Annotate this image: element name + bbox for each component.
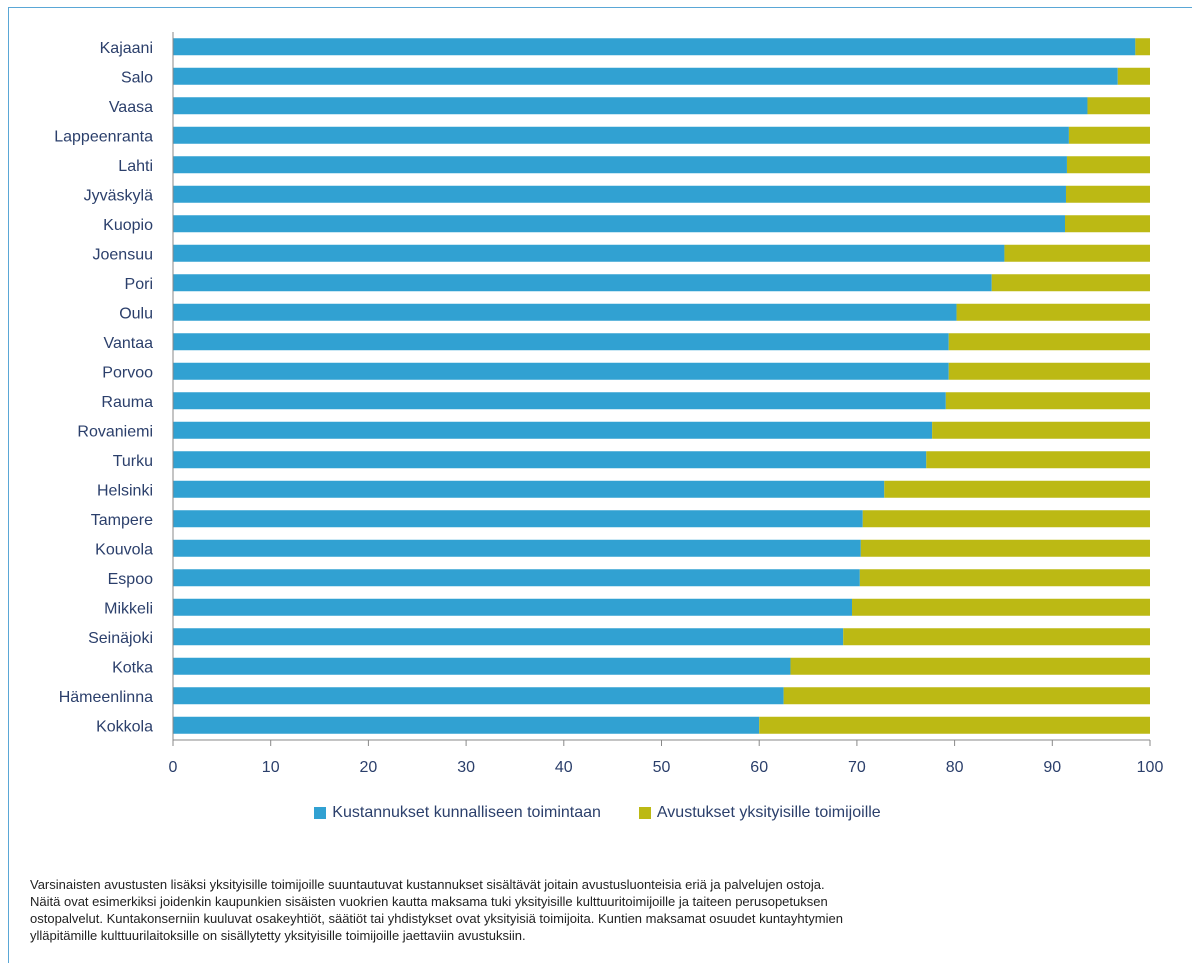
category-label: Mikkeli [104, 600, 153, 617]
x-tick-label: 70 [848, 759, 866, 776]
legend-swatch-olive [638, 807, 651, 819]
legend-item-avustukset: Avustukset yksityisille toimijoille [638, 804, 881, 822]
stacked-bar-chart: Kajaani Salo Vaasa Lappeenranta Lahti Jyväsky… [54, 32, 1164, 776]
x-tick-label: 50 [653, 759, 671, 776]
x-tick-label: 60 [750, 759, 768, 776]
category-label: Seinäjoki [88, 630, 153, 647]
x-tick-label: 0 [169, 759, 178, 776]
bar-avustukset [948, 362, 1150, 380]
x-tick-label: 20 [360, 759, 378, 776]
bar-kunnallinen [173, 185, 1066, 203]
footnote: Varsinaisten avustusten lisäksi yksityis… [30, 876, 1170, 944]
category-label: Kotka [112, 659, 153, 676]
category-label: Tampere [91, 512, 153, 529]
category-label: Oulu [119, 305, 153, 322]
bar-kunnallinen [173, 539, 861, 557]
bar-kunnallinen [173, 657, 791, 675]
category-label: Kajaani [100, 40, 153, 57]
legend-label: Avustukset yksityisille toimijoille [656, 804, 881, 821]
category-label: Helsinki [97, 482, 153, 499]
x-tick-label: 80 [946, 759, 964, 776]
bar-avustukset [1065, 185, 1150, 203]
footnote-line: ostopalvelut. Kuntakonserniin kuuluvat o… [30, 911, 843, 926]
bar-avustukset [884, 480, 1150, 498]
bar-avustukset [926, 451, 1150, 469]
bar-avustukset [859, 569, 1150, 587]
category-label: Lahti [118, 158, 153, 175]
category-label: Kuopio [103, 217, 153, 234]
bar-kunnallinen [173, 215, 1066, 233]
bar-kunnallinen [173, 421, 933, 439]
x-tick-label: 90 [1043, 759, 1061, 776]
category-label: Jyväskylä [84, 187, 153, 204]
bar-kunnallinen [173, 716, 760, 734]
bar-avustukset [1004, 244, 1150, 262]
bar-avustukset [860, 539, 1150, 557]
x-tick-label: 100 [1137, 759, 1164, 776]
bar-avustukset [932, 421, 1150, 439]
bar-avustukset [945, 392, 1150, 410]
bar-avustukset [759, 716, 1150, 734]
category-label: Pori [125, 276, 153, 293]
bar-avustukset [1066, 156, 1150, 174]
figure-frame [8, 7, 1192, 963]
category-label: Joensuu [93, 246, 154, 263]
bar-kunnallinen [173, 362, 949, 380]
category-label: Rovaniemi [77, 423, 153, 440]
bar-avustukset [991, 274, 1150, 292]
bar-kunnallinen [173, 333, 949, 351]
bar-avustukset [1135, 38, 1150, 56]
bar-avustukset [843, 628, 1150, 646]
bar-avustukset [862, 510, 1150, 528]
x-tick-label: 40 [555, 759, 573, 776]
footnote-line: Varsinaisten avustusten lisäksi yksityis… [30, 877, 825, 892]
category-label: Espoo [108, 571, 153, 588]
bar-kunnallinen [173, 244, 1005, 262]
bar-kunnallinen [173, 392, 946, 410]
bar-avustukset [783, 687, 1150, 705]
category-label: Turku [113, 453, 153, 470]
bar-kunnallinen [173, 67, 1118, 85]
legend-swatch-blue [314, 807, 327, 819]
bar-kunnallinen [173, 480, 885, 498]
bar-kunnallinen [173, 274, 992, 292]
bar-avustukset [956, 303, 1150, 321]
category-label: Vaasa [109, 99, 153, 116]
category-label: Porvoo [102, 364, 153, 381]
bar-kunnallinen [173, 569, 860, 587]
bar-avustukset [1068, 126, 1150, 144]
x-tick-label: 30 [457, 759, 475, 776]
bar-avustukset [1117, 67, 1150, 85]
bar-kunnallinen [173, 38, 1136, 56]
category-label: Kouvola [95, 541, 153, 558]
bar-kunnallinen [173, 687, 784, 705]
category-label: Salo [121, 69, 153, 86]
legend-item-kunnallinen: Kustannukset kunnalliseen toimintaan [314, 804, 601, 822]
bar-avustukset [1065, 215, 1150, 233]
bar-avustukset [790, 657, 1150, 675]
category-label: Hämeenlinna [59, 689, 153, 706]
bar-kunnallinen [173, 97, 1088, 115]
bar-kunnallinen [173, 451, 927, 469]
bar-kunnallinen [173, 510, 863, 528]
footnote-line: ylläpitämille kulttuurilaitoksille on si… [30, 928, 526, 943]
bar-kunnallinen [173, 628, 844, 646]
bar-avustukset [1087, 97, 1150, 115]
category-label: Lappeenranta [54, 128, 153, 145]
bar-kunnallinen [173, 126, 1069, 144]
legend: Kustannukset kunnalliseen toimintaan Avu… [0, 804, 1195, 822]
bar-avustukset [948, 333, 1150, 351]
footnote-line: Näitä ovat esimerkiksi joidenkin kaupunk… [30, 894, 828, 909]
category-label: Kokkola [96, 718, 153, 735]
x-tick-label: 10 [262, 759, 280, 776]
category-label: Vantaa [103, 335, 153, 352]
bar-avustukset [852, 598, 1150, 616]
bar-kunnallinen [173, 156, 1067, 174]
category-label: Rauma [101, 394, 153, 411]
bar-kunnallinen [173, 598, 853, 616]
legend-label: Kustannukset kunnalliseen toimintaan [332, 804, 601, 821]
bar-kunnallinen [173, 303, 957, 321]
